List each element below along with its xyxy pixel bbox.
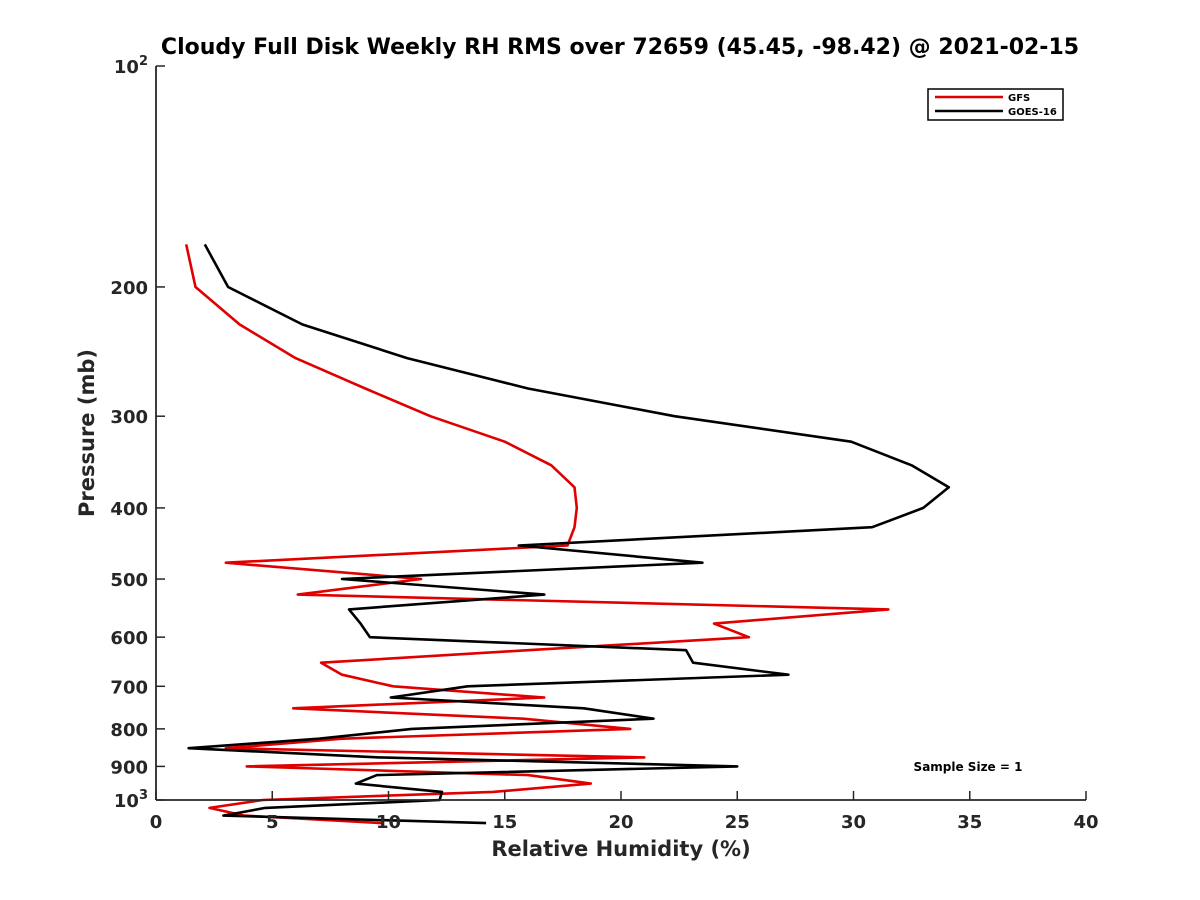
- x-tick-label: 15: [492, 812, 517, 833]
- x-tick-label: 30: [841, 812, 866, 833]
- x-tick-label: 40: [1073, 812, 1098, 833]
- plot-lines: [184, 243, 951, 825]
- y-tick-label: 200: [110, 278, 148, 299]
- x-tick-label: 5: [266, 812, 279, 833]
- legend-label-gfs: GFS: [1008, 93, 1030, 104]
- x-tick-label: 25: [725, 812, 750, 833]
- y-tick-label: 500: [110, 570, 148, 591]
- x-tick-label: 35: [957, 812, 982, 833]
- y-tick-label: 400: [110, 499, 148, 520]
- legend-box: [927, 88, 1064, 121]
- y-tick-label: 600: [110, 628, 148, 649]
- y-axis-label: Pressure (mb): [75, 349, 99, 517]
- series-line-gfs: [184, 244, 890, 825]
- series-line-goes16: [187, 243, 951, 825]
- x-tick-label: 20: [608, 812, 633, 833]
- y-tick-label: 700: [110, 677, 148, 698]
- x-tick-label: 0: [150, 812, 163, 833]
- x-tick-label: 10: [376, 812, 401, 833]
- legend: GFS GOES-16: [927, 88, 1064, 121]
- chart-title: Cloudy Full Disk Weekly RH RMS over 7265…: [161, 35, 1079, 60]
- x-axis-label: Relative Humidity (%): [491, 837, 750, 861]
- y-tick-label: 300: [110, 407, 148, 428]
- legend-label-goes16: GOES-16: [1008, 107, 1057, 118]
- sample-size-annotation: Sample Size = 1: [914, 760, 1023, 774]
- y-tick-label: 800: [110, 720, 148, 741]
- x-ticks: 0 5 10 15 20 25 30 35 40: [150, 791, 1099, 833]
- y-tick-label: 900: [110, 757, 148, 778]
